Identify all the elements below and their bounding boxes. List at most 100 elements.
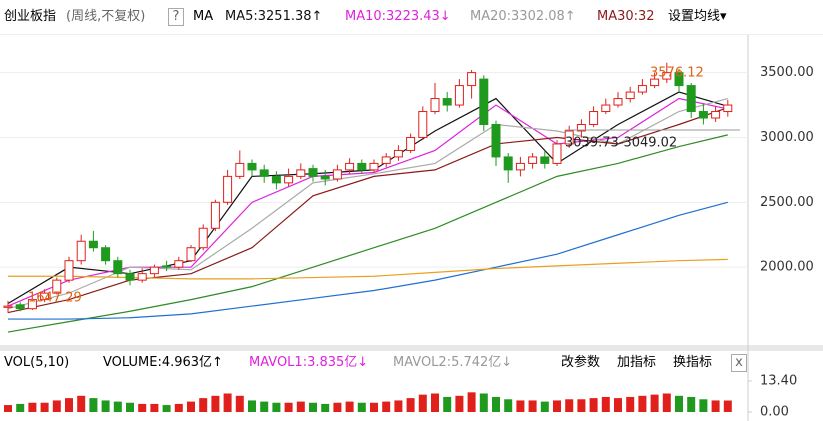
candle-body	[15, 304, 25, 310]
volume-bar	[492, 396, 500, 412]
period: (周线,不复权)	[66, 9, 146, 24]
volume-bar	[260, 401, 269, 412]
volume: VOLUME:4.963亿↑	[103, 355, 223, 370]
volume-bar	[284, 402, 293, 412]
candle-body	[552, 143, 562, 164]
annotation: 3576.12	[650, 66, 704, 81]
volume-bar	[662, 393, 671, 412]
volume-bar	[540, 401, 549, 412]
y-tick-label: 3000.00	[760, 130, 814, 145]
y-tick-label: 3500.00	[760, 65, 814, 80]
ma-label: MA	[193, 9, 214, 24]
panel-separator	[0, 345, 823, 351]
annotation: 1647.29	[28, 291, 82, 306]
candle-body	[393, 149, 403, 158]
volume-bar	[699, 399, 708, 412]
candle-body	[271, 175, 281, 184]
volume-bar	[589, 398, 598, 412]
candle-body	[564, 130, 574, 145]
candle-body	[186, 247, 196, 262]
volume-bar	[565, 399, 574, 412]
volume-bar	[638, 395, 647, 412]
candle-body	[149, 266, 159, 275]
candle-body	[345, 162, 355, 171]
ma10: MA10:3223.43↓	[345, 9, 451, 24]
y-tick-label: 13.40	[760, 374, 797, 389]
y-tick-label: 0.00	[760, 405, 789, 420]
candle-body	[503, 156, 513, 171]
candle-body	[296, 169, 306, 177]
candle-body	[662, 72, 672, 80]
volume-bar	[553, 400, 561, 412]
volume-bar	[406, 398, 415, 412]
volume-bar	[357, 402, 366, 412]
volume-bar	[126, 402, 134, 412]
volume-bar	[65, 398, 73, 412]
ma-line	[8, 201, 728, 320]
candle-body	[515, 162, 525, 171]
candle-body	[637, 85, 647, 93]
candle-body	[491, 123, 501, 158]
candle-body	[223, 175, 233, 203]
volume-bar	[443, 396, 452, 412]
y-tick-label: 2500.00	[760, 195, 814, 210]
volume-bar	[418, 394, 427, 412]
candle-body	[686, 85, 696, 113]
candle-body	[76, 240, 86, 262]
candle-body	[406, 136, 416, 151]
candle-body	[711, 111, 721, 119]
volume-bar	[626, 396, 635, 412]
candle-body	[381, 156, 391, 164]
ma20: MA20:3302.08↑	[470, 9, 576, 24]
volume-bar	[248, 400, 256, 412]
annotation: 3039.73-3049.02	[565, 136, 677, 151]
vol-name: VOL(5,10)	[4, 355, 70, 370]
candle-body	[369, 162, 379, 171]
candle-body	[613, 98, 623, 106]
volume-bar	[235, 395, 244, 412]
volume-bar	[455, 395, 464, 412]
candle-body	[101, 247, 111, 262]
volume-bar	[614, 398, 622, 412]
candle-body	[576, 123, 586, 132]
y-tick-label: 2000.00	[760, 260, 814, 275]
candle-body	[235, 162, 245, 177]
close-button[interactable]: x	[731, 354, 747, 372]
ma-settings[interactable]: 设置均线▾	[668, 9, 727, 25]
volume-bar	[345, 401, 354, 412]
volume-bar	[577, 399, 586, 412]
index-title: 创业板指	[4, 9, 57, 24]
volume-bar	[321, 403, 330, 412]
volume-bar	[675, 395, 683, 412]
candle-body	[723, 104, 733, 113]
mavol2: MAVOL2:5.742亿↓	[393, 355, 513, 370]
candle-body	[625, 91, 635, 100]
volume-bar	[113, 401, 122, 412]
volume-bar	[370, 402, 378, 412]
candle-body	[3, 305, 13, 308]
add-indicator[interactable]: 加指标	[617, 355, 657, 370]
candle-body	[467, 72, 477, 87]
volume-bar	[28, 402, 37, 412]
help-button[interactable]: ?	[168, 8, 184, 26]
volume-bar	[382, 401, 391, 412]
candle-body	[540, 156, 550, 164]
swap-indicator[interactable]: 换指标	[673, 355, 713, 370]
volume-bar	[601, 396, 610, 412]
volume-bar	[516, 400, 525, 412]
volume-bar	[711, 400, 720, 412]
ma-line	[7, 134, 728, 333]
candle-body	[674, 72, 684, 87]
volume-bar	[211, 395, 220, 412]
candle-body	[430, 98, 440, 113]
volume-bar	[77, 395, 86, 412]
candle-body	[454, 85, 464, 106]
ma5: MA5:3251.38↑	[225, 9, 323, 24]
candle-body	[528, 156, 538, 164]
change-params[interactable]: 改参数	[561, 355, 601, 370]
volume-bar	[650, 394, 659, 412]
volume-bar	[174, 403, 183, 412]
candle-body	[479, 78, 489, 125]
